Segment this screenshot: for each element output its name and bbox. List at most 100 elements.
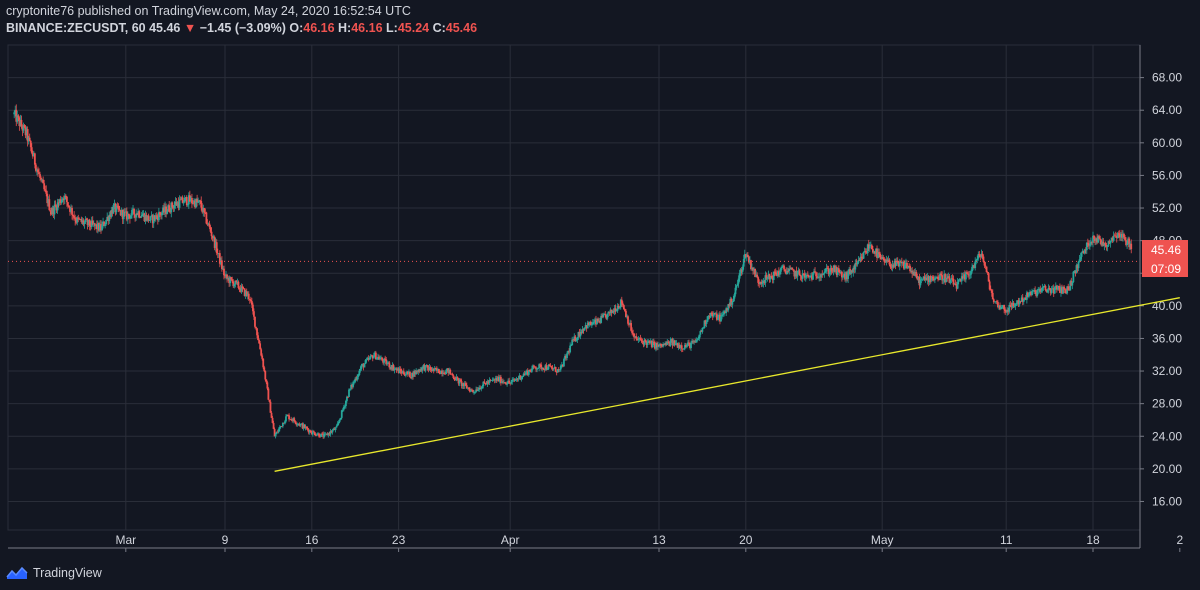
candle-body <box>686 345 688 348</box>
candle-body <box>602 314 605 318</box>
candle-body <box>1081 250 1084 253</box>
candle-body <box>497 377 500 382</box>
candle-body <box>704 320 707 325</box>
candle-body <box>936 276 938 278</box>
candle-body <box>1122 234 1124 238</box>
candle-body <box>587 322 590 326</box>
candle-body <box>272 422 275 429</box>
candle-body <box>873 251 875 253</box>
candle-body <box>549 365 552 367</box>
candle-body <box>500 376 502 384</box>
candle-body <box>417 369 420 373</box>
candle-body <box>691 341 693 343</box>
candle-body <box>384 358 387 360</box>
candle-body <box>420 369 423 371</box>
candle-body <box>690 342 692 348</box>
candle-body <box>146 215 149 221</box>
candle-body <box>493 379 496 381</box>
candle-body <box>169 211 172 213</box>
candle-body <box>574 336 577 342</box>
candle-body <box>295 423 298 425</box>
candle-body <box>1130 243 1133 250</box>
candle-body <box>133 208 135 215</box>
candle-body <box>774 272 777 275</box>
candle-body <box>757 277 760 283</box>
candle-body <box>397 368 400 374</box>
candle-body <box>253 311 255 317</box>
candle-body <box>1061 287 1063 294</box>
candle-body <box>316 434 318 436</box>
candle-body <box>368 357 371 360</box>
candle-body <box>472 389 474 393</box>
candle-body <box>519 375 522 380</box>
symbol-label[interactable]: BINANCE:ZECUSDT, 60 <box>6 21 146 35</box>
candle-body <box>67 202 69 206</box>
candle-body <box>461 383 464 387</box>
candle-body <box>771 277 774 280</box>
trendline[interactable] <box>274 297 1180 472</box>
open-value: 46.16 <box>303 21 335 35</box>
candle-body <box>889 264 892 268</box>
candle-body <box>764 275 767 283</box>
candle-body <box>276 431 279 433</box>
candle-body <box>824 271 827 273</box>
candle-body <box>998 305 1000 308</box>
candle-body <box>494 378 497 381</box>
candle-body <box>1094 238 1096 241</box>
candle-body <box>939 273 941 280</box>
candle-body <box>128 213 130 216</box>
candle-body <box>232 281 235 287</box>
candle-body <box>100 224 102 231</box>
candle-body <box>310 432 313 435</box>
candle-body <box>751 267 753 270</box>
candle-body <box>466 387 469 389</box>
candle-body <box>298 423 301 426</box>
candle-body <box>1055 285 1058 290</box>
candle-body <box>772 271 775 280</box>
candle-body <box>152 215 155 224</box>
candle-body <box>502 381 504 383</box>
candle-body <box>163 207 165 213</box>
candle-body <box>581 329 584 333</box>
candle-body <box>40 177 42 180</box>
candle-body <box>123 211 126 213</box>
candle-body <box>535 367 537 370</box>
candle-body <box>182 202 185 204</box>
candle-body <box>252 304 254 312</box>
candle-body <box>868 245 871 249</box>
candle-body <box>598 320 600 322</box>
candle-body <box>558 369 561 371</box>
candle-body <box>1060 287 1062 293</box>
candle-body <box>213 236 216 248</box>
candle-body <box>791 267 794 270</box>
candle-body <box>834 267 837 272</box>
candle-body <box>976 258 979 261</box>
candle-body <box>573 336 576 340</box>
candle-body <box>270 412 273 418</box>
tradingview-footer[interactable]: TradingView <box>6 564 102 582</box>
candle-body <box>18 117 21 127</box>
candle-body <box>658 344 660 347</box>
candle-body <box>745 254 748 257</box>
candle-body <box>278 427 281 430</box>
candle-body <box>441 370 443 374</box>
candle-body <box>281 422 284 427</box>
candle-body <box>669 340 672 346</box>
candle-body <box>235 280 238 282</box>
candle-body <box>707 315 710 317</box>
candle-body <box>362 364 365 368</box>
candle-body <box>144 214 147 222</box>
candle-body <box>1031 291 1033 296</box>
candle-body <box>938 279 940 280</box>
candle-body <box>931 276 934 279</box>
candle-body <box>411 372 413 378</box>
candle-body <box>145 214 148 221</box>
candle-body <box>1123 234 1125 238</box>
candle-body <box>360 365 363 369</box>
candle-body <box>254 316 256 327</box>
candle-body <box>647 340 650 342</box>
candle-body <box>796 271 799 277</box>
candle-body <box>820 274 823 278</box>
candle-body <box>988 281 991 290</box>
